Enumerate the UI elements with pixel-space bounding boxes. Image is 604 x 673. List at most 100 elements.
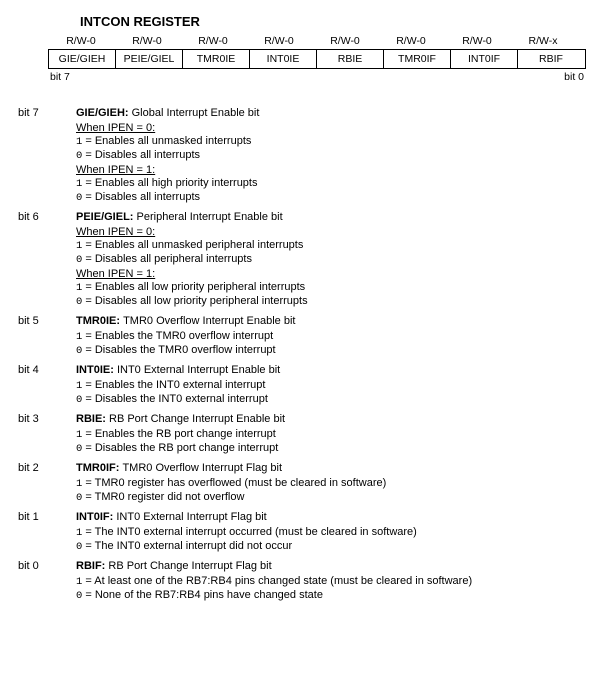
bit-value-digit: 1 [76,429,82,441]
bit-value-line: 0 = Disables all interrupts [76,149,586,162]
bit-value-digit: 0 [76,254,82,266]
bit-lsb-label: bit 0 [564,71,584,83]
register-table: R/W-0R/W-0R/W-0R/W-0R/W-0R/W-0R/W-0R/W-x… [48,33,586,83]
bit-name: GIE/GIEH: [76,107,132,119]
bit-value-digit: 1 [76,478,82,490]
bit-label: bit 7 [18,107,76,205]
bit-body: TMR0IE: TMR0 Overflow Interrupt Enable b… [76,315,586,358]
bit-value-line: 1 = Enables the INT0 external interrupt [76,379,586,392]
bit-value-digit: 0 [76,150,82,162]
bit-heading: TMR0IF: TMR0 Overflow Interrupt Flag bit [76,462,586,474]
bit-value-line: 0 = Disables all interrupts [76,191,586,204]
bit-desc: RB Port Change Interrupt Enable bit [109,413,285,425]
bit-label: bit 3 [18,413,76,456]
bit-heading: TMR0IE: TMR0 Overflow Interrupt Enable b… [76,315,586,327]
bit-value-line: 0 = Disables the TMR0 overflow interrupt [76,344,586,357]
bit-heading: INT0IF: INT0 External Interrupt Flag bit [76,511,586,523]
bit-value-line: 1 = The INT0 external interrupt occurred… [76,526,586,539]
bit-body: RBIF: RB Port Change Interrupt Flag bit 1… [76,560,586,603]
bit-block: bit 7GIE/GIEH: Global Interrupt Enable b… [18,107,586,205]
bit-value-digit: 1 [76,331,82,343]
bit-body: INT0IE: INT0 External Interrupt Enable b… [76,364,586,407]
bit-heading: RBIF: RB Port Change Interrupt Flag bit [76,560,586,572]
bit-name-cell: RBIE [317,50,384,68]
bit-body: TMR0IF: TMR0 Overflow Interrupt Flag bit… [76,462,586,505]
bit-label: bit 0 [18,560,76,603]
rw-cell: R/W-0 [378,33,444,49]
rw-cell: R/W-0 [48,33,114,49]
bit-value-line: 0 = Disables all low priority peripheral… [76,295,586,308]
bit-body: PEIE/GIEL: Peripheral Interrupt Enable b… [76,211,586,309]
bit-name-cell: TMR0IE [183,50,250,68]
bit-name-cell: PEIE/GIEL [116,50,183,68]
bit-value-digit: 0 [76,590,82,602]
bit-value-line: 1 = Enables the RB port change interrupt [76,428,586,441]
bit-body: GIE/GIEH: Global Interrupt Enable bit Whe… [76,107,586,205]
bit-name: PEIE/GIEL: [76,211,137,223]
bit-value-digit: 0 [76,443,82,455]
register-title: INTCON REGISTER [80,14,586,29]
bit-index-row: bit 7 bit 0 [48,69,586,83]
rw-cell: R/W-x [510,33,576,49]
bit-desc: INT0 External Interrupt Enable bit [117,364,280,376]
bit-name: RBIF: [76,560,108,572]
bit-desc: RB Port Change Interrupt Flag bit [108,560,271,572]
bit-label: bit 6 [18,211,76,309]
bit-subheading: When IPEN = 1: [76,164,586,176]
bit-block: bit 1INT0IF: INT0 External Interrupt Fla… [18,511,586,554]
bit-desc: INT0 External Interrupt Flag bit [116,511,266,523]
bit-block: bit 5TMR0IE: TMR0 Overflow Interrupt Ena… [18,315,586,358]
bit-subheading: When IPEN = 0: [76,226,586,238]
bit-heading: INT0IE: INT0 External Interrupt Enable b… [76,364,586,376]
bit-name-cell: INT0IE [250,50,317,68]
rw-cell: R/W-0 [246,33,312,49]
bit-value-line: 1 = Enables all low priority peripheral … [76,281,586,294]
bit-block: bit 3RBIE: RB Port Change Interrupt Enab… [18,413,586,456]
bit-block: bit 0RBIF: RB Port Change Interrupt Flag… [18,560,586,603]
bit-msb-label: bit 7 [50,71,70,83]
bit-value-digit: 0 [76,492,82,504]
bit-block: bit 6PEIE/GIEL: Peripheral Interrupt Ena… [18,211,586,309]
rw-cell: R/W-0 [180,33,246,49]
bit-value-digit: 1 [76,178,82,190]
bit-heading: GIE/GIEH: Global Interrupt Enable bit [76,107,586,119]
bit-name-cell: INT0IF [451,50,518,68]
bit-value-digit: 1 [76,527,82,539]
bit-body: RBIE: RB Port Change Interrupt Enable bi… [76,413,586,456]
bit-value-digit: 0 [76,296,82,308]
bit-block: bit 4INT0IE: INT0 External Interrupt Ena… [18,364,586,407]
bit-value-line: 0 = TMR0 register did not overflow [76,491,586,504]
bit-heading: RBIE: RB Port Change Interrupt Enable bi… [76,413,586,425]
name-row: GIE/GIEHPEIE/GIELTMR0IEINT0IERBIETMR0IFI… [48,49,586,69]
bit-label: bit 4 [18,364,76,407]
bit-value-digit: 1 [76,282,82,294]
rw-cell: R/W-0 [312,33,378,49]
bit-body: INT0IF: INT0 External Interrupt Flag bit… [76,511,586,554]
bit-value-digit: 1 [76,576,82,588]
bit-value-digit: 0 [76,394,82,406]
rw-cell: R/W-0 [444,33,510,49]
bit-value-line: 1 = TMR0 register has overflowed (must b… [76,477,586,490]
bit-subheading: When IPEN = 0: [76,122,586,134]
bit-value-digit: 1 [76,136,82,148]
rw-row: R/W-0R/W-0R/W-0R/W-0R/W-0R/W-0R/W-0R/W-x [48,33,586,49]
bit-name-cell: RBIF [518,50,584,68]
bit-label: bit 1 [18,511,76,554]
bit-value-digit: 1 [76,380,82,392]
bit-subheading: When IPEN = 1: [76,268,586,280]
bit-value-line: 0 = Disables the INT0 external interrupt [76,393,586,406]
bit-desc: TMR0 Overflow Interrupt Enable bit [123,315,295,327]
bit-desc: TMR0 Overflow Interrupt Flag bit [122,462,282,474]
bit-desc: Global Interrupt Enable bit [132,107,260,119]
bit-value-line: 1 = Enables all unmasked peripheral inte… [76,239,586,252]
bit-name-cell: TMR0IF [384,50,451,68]
bit-value-digit: 0 [76,192,82,204]
bit-label: bit 2 [18,462,76,505]
bit-heading: PEIE/GIEL: Peripheral Interrupt Enable b… [76,211,586,223]
rw-cell: R/W-0 [114,33,180,49]
bit-name: TMR0IF: [76,462,122,474]
bit-value-line: 0 = None of the RB7:RB4 pins have change… [76,589,586,602]
bit-value-digit: 0 [76,345,82,357]
bit-desc: Peripheral Interrupt Enable bit [137,211,283,223]
bit-name-cell: GIE/GIEH [49,50,116,68]
